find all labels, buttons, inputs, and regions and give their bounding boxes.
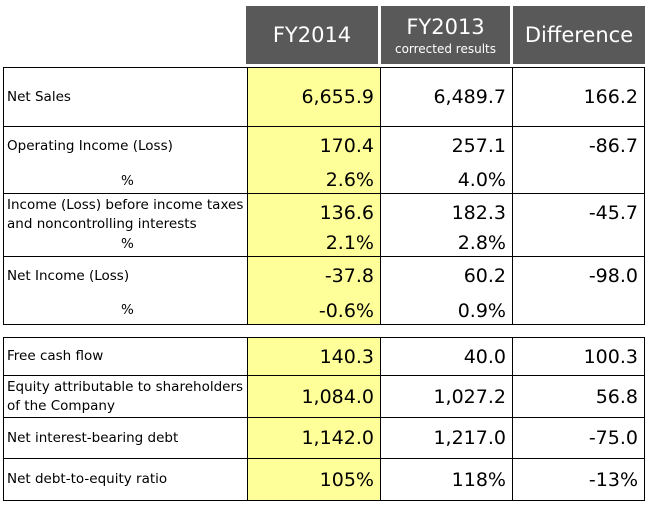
- value: 170.4: [319, 135, 374, 157]
- cell-diff-equity: 56.8: [512, 375, 645, 418]
- balance-table: Free cash flow 140.3 40.0 100.3 Equity a…: [3, 337, 645, 501]
- cell-diff-net-debt: -75.0: [512, 417, 645, 459]
- value: -37.8: [324, 265, 374, 287]
- cell-diff-net-income: -98.0: [512, 256, 645, 325]
- table-row: Free cash flow 140.3 40.0 100.3: [3, 337, 645, 376]
- header-fy2013-sublabel: corrected results: [394, 42, 497, 56]
- cell-fy2013-equity: 1,027.2: [380, 375, 513, 418]
- row-label-net-income: Net Income (Loss) %: [3, 256, 248, 325]
- table-row: Net Income (Loss) % -37.8 -0.6% 60.2 0.9…: [3, 256, 645, 325]
- value: 136.6: [319, 202, 374, 224]
- net-income-pct-label: %: [121, 302, 134, 318]
- cell-fy2014-net-debt: 1,142.0: [247, 417, 381, 459]
- cell-diff-income-before-taxes: -45.7: [512, 193, 645, 257]
- header-difference: Difference: [513, 6, 645, 64]
- pct-value: -0.6%: [318, 300, 374, 322]
- income-before-taxes-label: Income (Loss) before income taxes and no…: [7, 196, 247, 234]
- cell-fy2013-operating-income: 257.1 4.0%: [380, 126, 513, 194]
- label-line-2: of the Company: [7, 397, 115, 414]
- header-fy2013: FY2013 corrected results: [381, 6, 510, 64]
- value: 60.2: [463, 265, 506, 287]
- label-line-1: Equity attributable to shareholders: [7, 378, 244, 395]
- row-label-free-cash-flow: Free cash flow: [3, 337, 248, 376]
- label-line-2: and noncontrolling interests: [7, 216, 197, 232]
- table-row: Net interest-bearing debt 1,142.0 1,217.…: [3, 417, 645, 459]
- cell-fy2014-income-before-taxes: 136.6 2.1%: [247, 193, 381, 257]
- cell-fy2014-net-income: -37.8 -0.6%: [247, 256, 381, 325]
- pct-value: 2.6%: [325, 169, 374, 191]
- row-label-income-before-taxes: Income (Loss) before income taxes and no…: [3, 193, 248, 257]
- cell-diff-debt-equity-ratio: -13%: [512, 458, 645, 501]
- cell-fy2013-net-sales: 6,489.7: [380, 67, 513, 127]
- cell-fy2014-debt-equity-ratio: 105%: [247, 458, 381, 501]
- cell-fy2013-net-income: 60.2 0.9%: [380, 256, 513, 325]
- row-label-equity: Equity attributable to shareholders of t…: [3, 375, 248, 418]
- label-line-1: Income (Loss) before income taxes: [7, 197, 244, 213]
- value: 257.1: [451, 135, 506, 157]
- header-fy2014: FY2014: [246, 6, 378, 64]
- cell-fy2014-free-cash-flow: 140.3: [247, 337, 381, 376]
- cell-fy2013-net-debt: 1,217.0: [380, 417, 513, 459]
- net-income-label: Net Income (Loss): [7, 268, 130, 284]
- value: -86.7: [588, 135, 638, 157]
- header-fy2013-label: FY2013: [406, 15, 485, 39]
- row-label-debt-equity-ratio: Net debt-to-equity ratio: [3, 458, 248, 501]
- table-row: Equity attributable to shareholders of t…: [3, 375, 645, 418]
- cell-fy2014-net-sales: 6,655.9: [247, 67, 381, 127]
- pct-value: 0.9%: [457, 300, 506, 322]
- operating-income-label: Operating Income (Loss): [7, 138, 173, 154]
- income-table: Net Sales 6,655.9 6,489.7 166.2 Operatin…: [3, 67, 645, 325]
- cell-fy2014-equity: 1,084.0: [247, 375, 381, 418]
- value: 182.3: [451, 202, 506, 224]
- table-row: Net debt-to-equity ratio 105% 118% -13%: [3, 458, 645, 501]
- cell-diff-operating-income: -86.7: [512, 126, 645, 194]
- pct-value: 2.8%: [457, 232, 506, 254]
- pct-value: 4.0%: [457, 169, 506, 191]
- table-row: Net Sales 6,655.9 6,489.7 166.2: [3, 67, 645, 127]
- row-label-net-debt: Net interest-bearing debt: [3, 417, 248, 459]
- operating-income-pct-label: %: [121, 173, 134, 189]
- value: -98.0: [588, 265, 638, 287]
- row-label-net-sales: Net Sales: [3, 67, 248, 127]
- header-fy2014-label: FY2014: [272, 23, 352, 47]
- value: -45.7: [588, 202, 638, 224]
- header-difference-label: Difference: [524, 23, 634, 47]
- table-row: Operating Income (Loss) % 170.4 2.6% 257…: [3, 126, 645, 194]
- pct-value: 2.1%: [325, 232, 374, 254]
- cell-fy2014-operating-income: 170.4 2.6%: [247, 126, 381, 194]
- table-row: Income (Loss) before income taxes and no…: [3, 193, 645, 257]
- row-label-operating-income: Operating Income (Loss) %: [3, 126, 248, 194]
- cell-diff-net-sales: 166.2: [512, 67, 645, 127]
- cell-fy2013-debt-equity-ratio: 118%: [380, 458, 513, 501]
- cell-diff-free-cash-flow: 100.3: [512, 337, 645, 376]
- income-before-taxes-pct-label: %: [121, 236, 134, 252]
- cell-fy2013-free-cash-flow: 40.0: [380, 337, 513, 376]
- cell-fy2013-income-before-taxes: 182.3 2.8%: [380, 193, 513, 257]
